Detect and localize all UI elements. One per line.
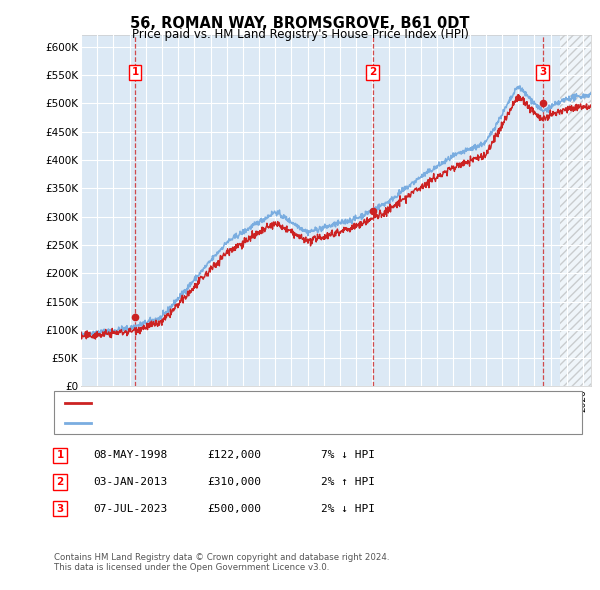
Text: £122,000: £122,000 [207,451,261,460]
Text: 2% ↓ HPI: 2% ↓ HPI [321,504,375,513]
Text: £310,000: £310,000 [207,477,261,487]
Bar [560,35,591,386]
Text: 07-JUL-2023: 07-JUL-2023 [93,504,167,513]
Text: This data is licensed under the Open Government Licence v3.0.: This data is licensed under the Open Gov… [54,563,329,572]
Text: 1: 1 [131,67,139,77]
Text: Price paid vs. HM Land Registry's House Price Index (HPI): Price paid vs. HM Land Registry's House … [131,28,469,41]
Text: HPI: Average price, detached house, Bromsgrove: HPI: Average price, detached house, Brom… [97,418,353,428]
Text: 08-MAY-1998: 08-MAY-1998 [93,451,167,460]
Text: £500,000: £500,000 [207,504,261,513]
Text: 1: 1 [56,451,64,460]
Text: 7% ↓ HPI: 7% ↓ HPI [321,451,375,460]
Text: 2% ↑ HPI: 2% ↑ HPI [321,477,375,487]
Text: 3: 3 [56,504,64,513]
Text: 3: 3 [539,67,546,77]
Text: 03-JAN-2013: 03-JAN-2013 [93,477,167,487]
Text: 2: 2 [56,477,64,487]
Text: 56, ROMAN WAY, BROMSGROVE, B61 0DT: 56, ROMAN WAY, BROMSGROVE, B61 0DT [130,16,470,31]
Text: 2: 2 [369,67,376,77]
Text: Contains HM Land Registry data © Crown copyright and database right 2024.: Contains HM Land Registry data © Crown c… [54,553,389,562]
Text: 56, ROMAN WAY, BROMSGROVE, B61 0DT (detached house): 56, ROMAN WAY, BROMSGROVE, B61 0DT (deta… [97,398,409,408]
